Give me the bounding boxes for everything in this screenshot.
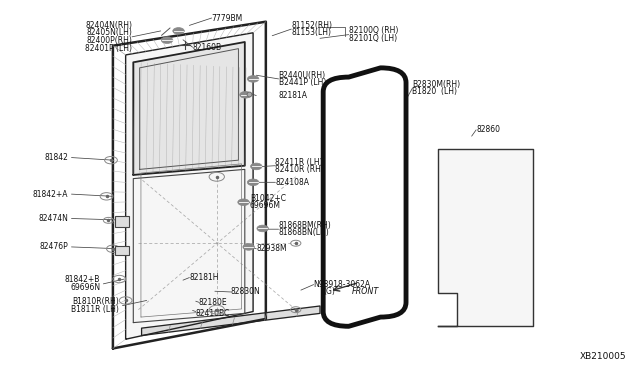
Text: FRONT: FRONT [352, 287, 379, 296]
Text: B2830M(RH): B2830M(RH) [412, 80, 461, 89]
Text: B2440U(RH): B2440U(RH) [278, 71, 326, 80]
Text: 81842+A: 81842+A [33, 190, 68, 199]
Text: 81842+B: 81842+B [65, 275, 100, 284]
Text: 82400P(RH): 82400P(RH) [86, 36, 132, 45]
Text: 82411R (LH): 82411R (LH) [275, 157, 323, 167]
Text: 82410BC: 82410BC [196, 309, 230, 318]
Text: 82860: 82860 [476, 125, 500, 134]
Text: 81868BN(LH): 81868BN(LH) [278, 228, 330, 237]
Text: 7779BM: 7779BM [212, 13, 243, 22]
Text: 69696M: 69696M [250, 201, 281, 211]
Text: 82401P (LH): 82401P (LH) [85, 44, 132, 53]
Circle shape [240, 92, 251, 98]
FancyArrowPatch shape [161, 28, 170, 35]
Text: 82181H: 82181H [189, 273, 219, 282]
Circle shape [238, 199, 249, 206]
Text: 82830N: 82830N [231, 288, 260, 296]
Circle shape [243, 244, 254, 250]
Polygon shape [133, 42, 245, 175]
Polygon shape [438, 149, 534, 326]
Circle shape [247, 76, 259, 82]
Circle shape [161, 37, 173, 44]
Text: 81868BM(RH): 81868BM(RH) [278, 221, 332, 230]
Text: 82405N(LH): 82405N(LH) [86, 28, 132, 37]
Text: 81152(RH): 81152(RH) [291, 21, 332, 30]
Text: 82938M: 82938M [256, 244, 287, 253]
Circle shape [247, 179, 259, 186]
Text: 82160B: 82160B [193, 43, 221, 52]
Text: 82476P: 82476P [40, 243, 68, 251]
Bar [115, 246, 129, 256]
Text: N98918-3062A: N98918-3062A [314, 280, 371, 289]
Polygon shape [125, 33, 253, 339]
Text: 824108A: 824108A [275, 178, 309, 187]
Bar [115, 215, 129, 227]
Text: 69696N: 69696N [70, 283, 100, 292]
Circle shape [250, 163, 262, 170]
Text: B1811R (LH): B1811R (LH) [72, 305, 119, 314]
Text: 82181A: 82181A [278, 91, 308, 100]
Text: 82410R (RH): 82410R (RH) [275, 165, 324, 174]
Circle shape [173, 28, 184, 34]
Text: 81153(LH): 81153(LH) [291, 28, 332, 37]
Circle shape [257, 225, 268, 232]
Text: XB210005: XB210005 [579, 352, 626, 361]
Text: B1042+C: B1042+C [250, 194, 286, 203]
Text: 82474N: 82474N [38, 214, 68, 223]
Text: (G): (G) [323, 288, 335, 296]
Text: 82101Q (LH): 82101Q (LH) [349, 34, 397, 43]
Text: B1810R(RH): B1810R(RH) [72, 298, 119, 307]
Polygon shape [141, 306, 320, 336]
Text: 82180E: 82180E [199, 298, 228, 307]
Text: B1820  (LH): B1820 (LH) [412, 87, 458, 96]
Text: 82404N(RH): 82404N(RH) [85, 21, 132, 30]
Text: B2441P (LH): B2441P (LH) [278, 78, 326, 87]
Text: 82100Q (RH): 82100Q (RH) [349, 26, 398, 35]
Text: 81842: 81842 [44, 153, 68, 162]
